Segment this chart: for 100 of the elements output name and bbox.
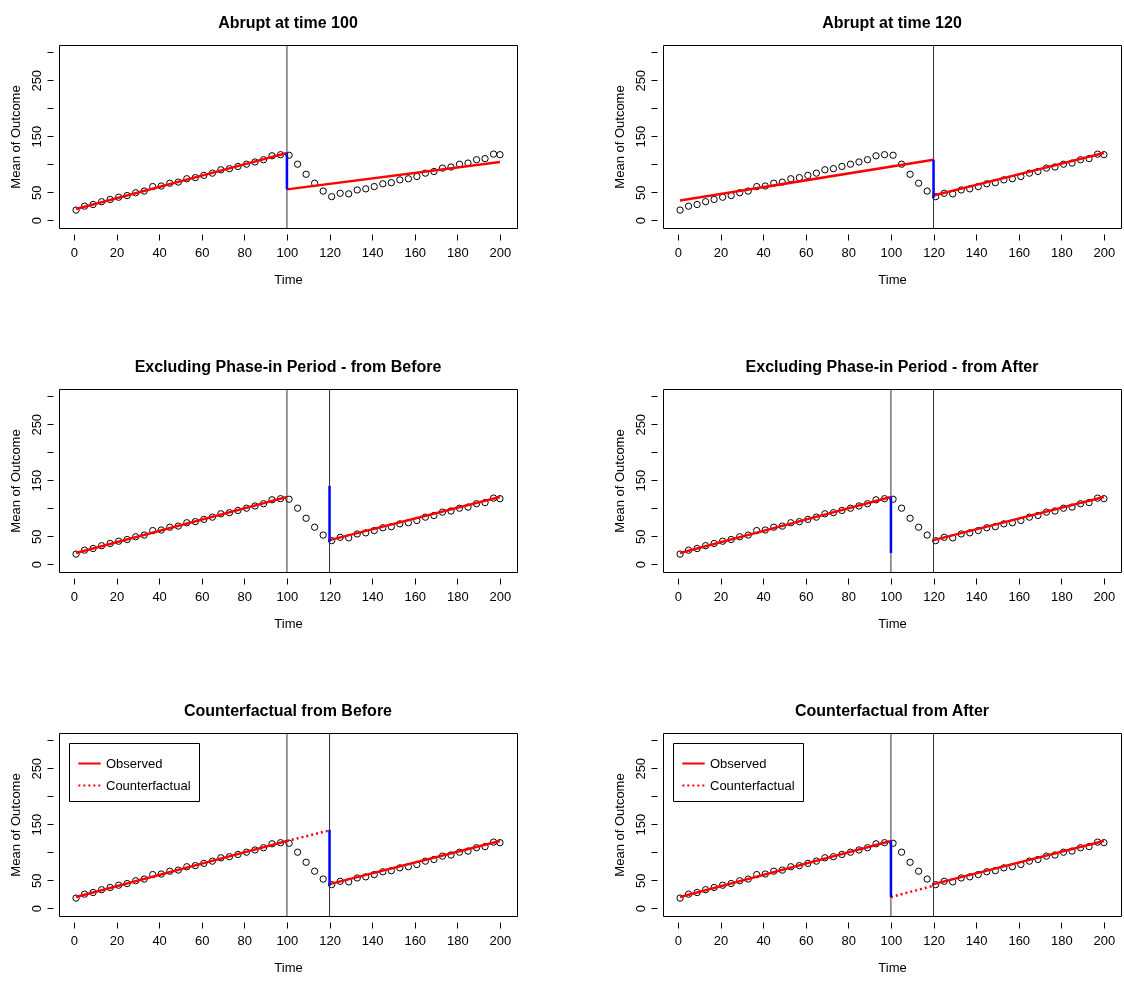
point xyxy=(430,855,438,864)
x-tick-label: 120 xyxy=(923,244,945,260)
point xyxy=(387,523,395,531)
point xyxy=(1085,498,1093,507)
point xyxy=(217,510,225,518)
y-axis-title: Mean of Outcome xyxy=(611,429,627,533)
point xyxy=(701,542,710,550)
x-tick-label: 140 xyxy=(965,588,988,604)
point xyxy=(106,195,114,204)
point xyxy=(778,178,786,186)
point xyxy=(396,864,404,872)
point xyxy=(923,187,931,195)
point xyxy=(404,175,413,183)
point xyxy=(778,522,786,530)
x-tick-label: 40 xyxy=(756,588,771,604)
point xyxy=(396,176,404,184)
point xyxy=(97,542,106,550)
y-tick-label: 250 xyxy=(632,69,648,92)
point xyxy=(701,886,710,894)
point xyxy=(447,851,455,859)
point xyxy=(880,839,889,847)
point xyxy=(804,859,812,868)
y-tick-label: 150 xyxy=(632,125,648,148)
chart-title: Counterfactual from After xyxy=(794,701,990,719)
point xyxy=(293,160,302,168)
point xyxy=(319,875,327,883)
point xyxy=(496,495,504,503)
x-tick-label: 120 xyxy=(923,588,945,604)
x-tick-label: 100 xyxy=(880,244,903,260)
point xyxy=(727,535,735,544)
point xyxy=(310,523,319,531)
point xyxy=(914,523,923,531)
point xyxy=(200,859,208,868)
point xyxy=(489,838,498,846)
point xyxy=(855,158,863,166)
point xyxy=(166,523,174,531)
point xyxy=(370,182,378,191)
point xyxy=(923,875,931,883)
y-tick-label: 250 xyxy=(632,757,648,780)
point xyxy=(744,187,752,195)
x-axis-title: Time xyxy=(274,615,303,631)
point xyxy=(370,870,378,879)
point xyxy=(846,160,855,168)
point xyxy=(114,537,123,545)
point xyxy=(353,530,361,538)
point xyxy=(897,504,906,512)
x-tick-label: 20 xyxy=(713,932,729,948)
x-tick-label: 80 xyxy=(237,588,253,604)
x-tick-label: 40 xyxy=(756,932,771,948)
point xyxy=(991,867,999,875)
point xyxy=(1100,495,1108,503)
point xyxy=(718,881,727,889)
point xyxy=(1100,839,1108,847)
point xyxy=(234,162,242,171)
point xyxy=(804,515,812,524)
point xyxy=(736,533,744,541)
point xyxy=(684,546,693,554)
chart-title: Abrupt at time 100 xyxy=(218,13,358,31)
point xyxy=(1034,511,1042,520)
point xyxy=(421,857,430,865)
point xyxy=(251,846,259,854)
point xyxy=(251,158,259,166)
point xyxy=(379,868,387,876)
point xyxy=(693,888,701,897)
x-tick-label: 100 xyxy=(880,932,903,948)
point xyxy=(1093,838,1102,846)
point xyxy=(353,874,361,882)
y-tick-label: 0 xyxy=(28,217,44,225)
point xyxy=(336,877,344,885)
point xyxy=(761,182,769,190)
point xyxy=(812,513,821,521)
point xyxy=(829,509,838,517)
y-tick-label: 150 xyxy=(28,813,44,836)
x-tick-label: 40 xyxy=(756,244,771,260)
x-tick-label: 40 xyxy=(152,244,167,260)
point xyxy=(880,151,889,159)
point xyxy=(1025,169,1034,177)
point xyxy=(430,167,438,176)
point xyxy=(897,848,906,856)
point xyxy=(319,531,327,539)
point xyxy=(872,496,880,504)
point xyxy=(1059,160,1068,168)
x-tick-label: 80 xyxy=(237,932,253,948)
point xyxy=(200,171,208,180)
x-tick-label: 60 xyxy=(798,244,814,260)
y-tick-label: 50 xyxy=(632,529,648,544)
point xyxy=(353,186,361,194)
chart-title: Excluding Phase-in Period - from After xyxy=(745,357,1039,375)
x-tick-label: 160 xyxy=(404,932,427,948)
point xyxy=(430,511,438,520)
y-tick-label: 50 xyxy=(632,873,648,888)
point xyxy=(268,496,276,504)
x-axis-title: Time xyxy=(878,959,907,975)
x-tick-label: 40 xyxy=(152,932,167,948)
point xyxy=(974,526,982,535)
x-tick-label: 200 xyxy=(489,588,512,604)
point xyxy=(336,533,344,541)
point xyxy=(778,866,786,874)
x-tick-label: 0 xyxy=(674,932,683,948)
x-tick-label: 0 xyxy=(70,244,79,260)
